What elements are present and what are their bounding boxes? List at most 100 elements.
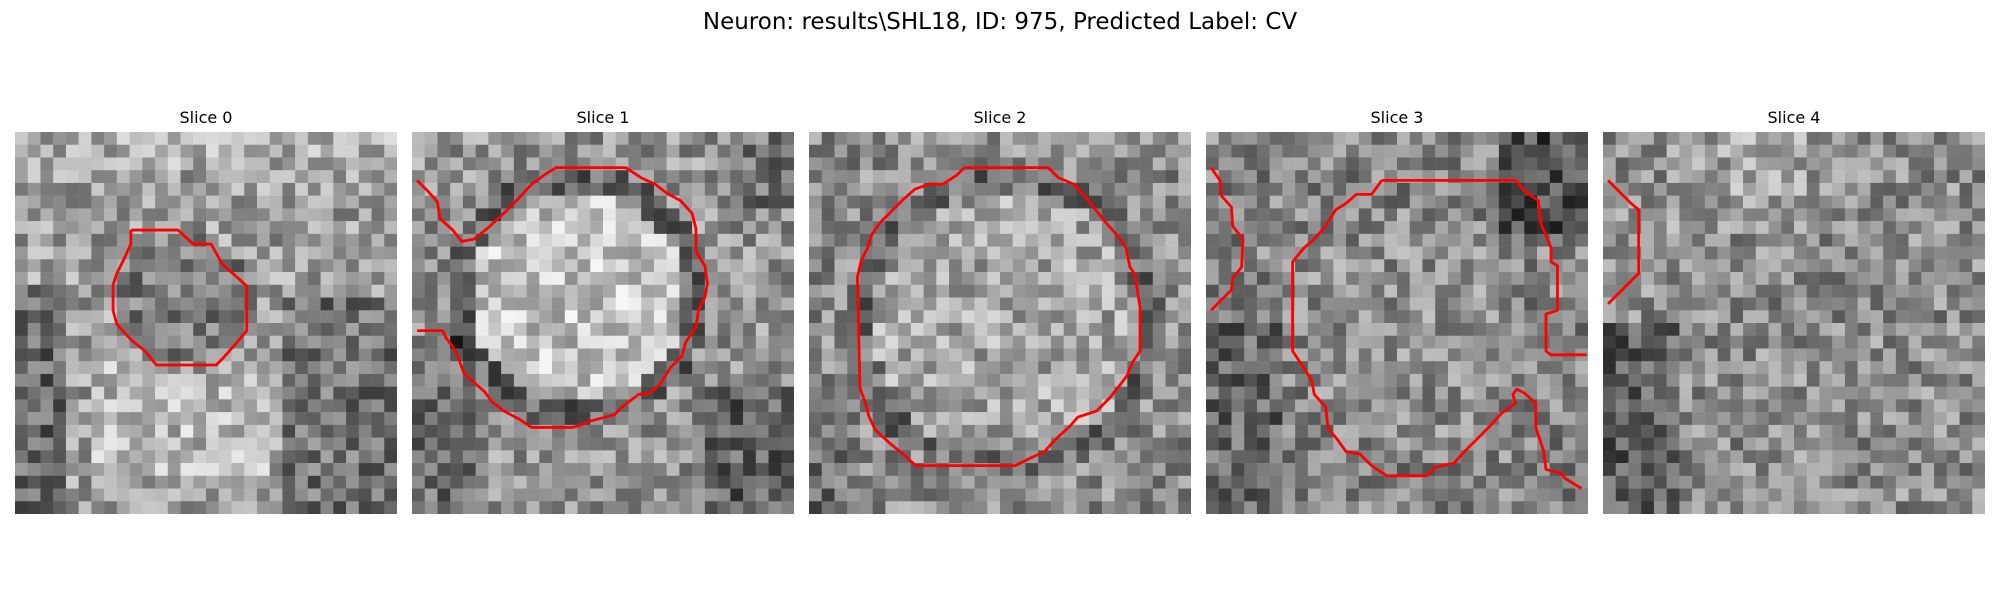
image-pixel	[1231, 157, 1245, 171]
image-pixel	[730, 297, 744, 311]
image-pixel	[1692, 348, 1706, 362]
image-pixel	[206, 132, 219, 145]
image-pixel	[1269, 132, 1283, 145]
image-pixel	[1140, 233, 1154, 247]
image-pixel	[1653, 144, 1667, 158]
image-pixel	[1000, 144, 1013, 158]
image-pixel	[923, 246, 937, 260]
image-pixel	[1397, 132, 1410, 145]
image-pixel	[1435, 233, 1449, 247]
image-pixel	[346, 284, 360, 298]
image-pixel	[1844, 132, 1858, 145]
image-pixel	[1549, 195, 1563, 209]
image-pixel	[104, 463, 118, 477]
image-pixel	[1409, 272, 1423, 286]
image-pixel	[180, 437, 194, 451]
image-pixel	[834, 208, 848, 222]
image-pixel	[333, 424, 347, 438]
image-pixel	[1562, 501, 1576, 514]
image-pixel	[1641, 450, 1655, 464]
image-pixel	[1946, 463, 1960, 477]
image-pixel	[717, 450, 731, 464]
image-pixel	[1063, 361, 1077, 375]
image-pixel	[590, 463, 604, 477]
image-pixel	[1857, 272, 1871, 286]
image-pixel	[961, 233, 975, 247]
image-pixel	[1768, 208, 1782, 222]
image-pixel	[603, 488, 616, 502]
image-pixel	[1152, 297, 1166, 311]
image-pixel	[564, 475, 578, 489]
image-pixel	[539, 412, 553, 426]
image-pixel	[1575, 284, 1588, 298]
image-pixel	[1870, 488, 1884, 502]
image-pixel	[1794, 144, 1807, 158]
image-pixel	[859, 361, 873, 375]
image-pixel	[244, 399, 258, 413]
image-pixel	[437, 450, 451, 464]
image-pixel	[1460, 284, 1474, 298]
image-pixel	[371, 475, 385, 489]
image-pixel	[730, 272, 744, 286]
image-pixel	[1178, 488, 1191, 502]
image-pixel	[1511, 463, 1525, 477]
image-pixel	[1781, 399, 1795, 413]
image-pixel	[1768, 297, 1782, 311]
image-pixel	[1269, 259, 1283, 273]
image-pixel	[755, 463, 769, 477]
image-pixel	[1307, 310, 1321, 324]
image-pixel	[1206, 412, 1219, 426]
image-pixel	[1768, 259, 1782, 273]
image-pixel	[1076, 323, 1090, 336]
image-pixel	[65, 170, 79, 184]
image-pixel	[384, 132, 397, 145]
image-pixel	[412, 424, 425, 438]
image-pixel	[488, 132, 502, 145]
image-pixel	[885, 195, 899, 209]
image-pixel	[1012, 450, 1026, 464]
image-pixel	[333, 284, 347, 298]
image-pixel	[590, 182, 604, 196]
image-pixel	[872, 399, 886, 413]
image-pixel	[936, 373, 950, 387]
image-pixel	[1307, 323, 1321, 336]
image-pixel	[1295, 475, 1309, 489]
image-pixel	[666, 132, 680, 145]
image-pixel	[1346, 170, 1360, 184]
image-pixel	[936, 501, 950, 514]
image-pixel	[1781, 463, 1795, 477]
image-pixel	[1692, 373, 1706, 387]
image-pixel	[872, 323, 886, 336]
image-pixel	[1781, 437, 1795, 451]
image-pixel	[987, 501, 1001, 514]
image-pixel	[743, 132, 757, 145]
slice-image-4	[1603, 132, 1985, 514]
image-pixel	[1063, 463, 1077, 477]
image-pixel	[384, 488, 397, 502]
image-pixel	[949, 437, 963, 451]
image-pixel	[1320, 488, 1334, 502]
image-pixel	[1832, 373, 1846, 387]
image-pixel	[1895, 335, 1909, 349]
image-pixel	[129, 182, 143, 196]
image-pixel	[898, 195, 912, 209]
image-pixel	[1717, 373, 1731, 387]
image-pixel	[834, 297, 848, 311]
image-pixel	[244, 170, 258, 184]
image-pixel	[1603, 501, 1616, 514]
image-pixel	[104, 399, 118, 413]
image-pixel	[1140, 412, 1154, 426]
image-pixel	[412, 437, 425, 451]
image-pixel	[1435, 144, 1449, 158]
image-pixel	[155, 450, 169, 464]
image-pixel	[358, 157, 372, 171]
image-pixel	[513, 182, 527, 196]
image-pixel	[1666, 501, 1680, 514]
image-pixel	[730, 284, 744, 298]
image-pixel	[462, 132, 476, 145]
image-pixel	[40, 144, 54, 158]
image-pixel	[704, 412, 718, 426]
image-pixel	[923, 170, 937, 184]
image-pixel	[53, 437, 67, 451]
image-pixel	[1819, 361, 1833, 375]
